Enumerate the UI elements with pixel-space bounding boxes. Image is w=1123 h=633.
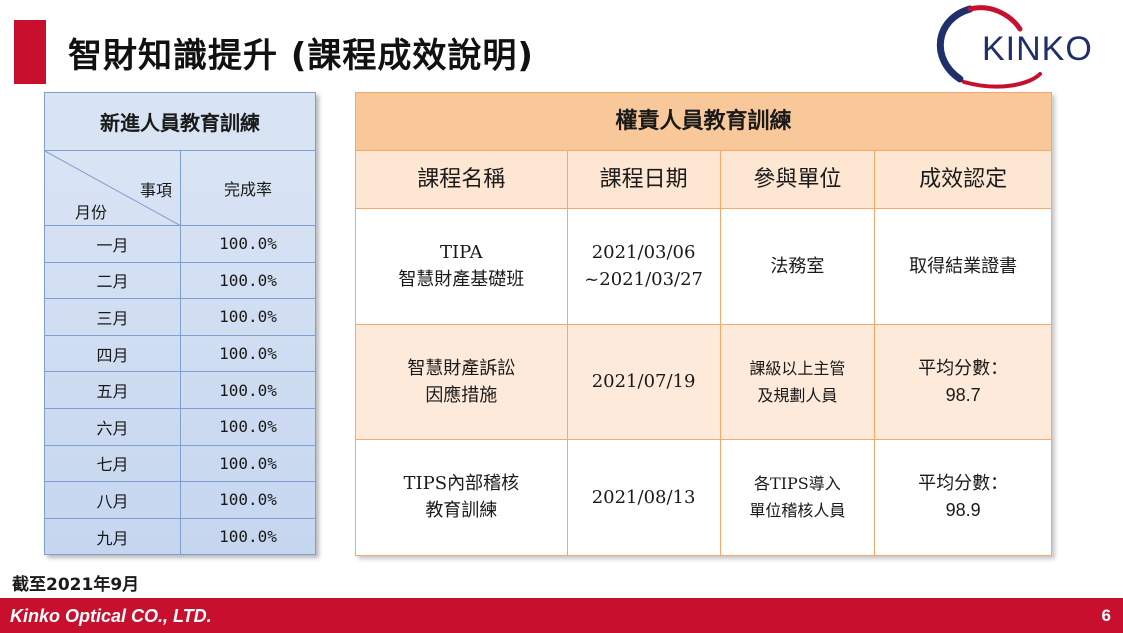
kinko-logo-icon [936,5,1042,89]
rate-cell: 100.0% [180,334,316,373]
course-date-cell: 2021/07/19 [566,323,721,441]
rate-cell: 100.0% [180,298,316,336]
result-cell: 平均分數： 98.7 [874,323,1052,441]
as-of-note: 截至2021年9月 [12,575,140,595]
table-row: 九月 100.0% [44,517,316,556]
rate-cell: 100.0% [180,261,316,300]
unit-line: 法務室 [770,255,825,277]
course-name-line: TIPS內部稽核 [403,473,520,495]
table-row: 四月 100.0% [44,334,316,373]
course-name-line: 教育訓練 [425,500,498,522]
table-row: 七月 100.0% [44,444,316,483]
month-header-label: 月份 [75,203,108,222]
course-date-line: 2021/07/19 [591,371,696,393]
title-accent-bar [14,20,46,84]
result-line: 取得結業證書 [909,255,1018,277]
result-line: 平均分數： [918,473,1009,495]
participating-unit-header: 參與單位 [719,150,876,209]
table-row: 一月 100.0% [44,225,316,263]
unit-line: 各TIPS導入 [754,474,841,494]
month-cell: 六月 [44,407,181,446]
responsible-staff-training-table: 權責人員教育訓練 課程名稱 課程日期 參與單位 成效認定 TIPA 智慧財產基礎… [355,92,1052,556]
footer-company-name: Kinko Optical CO., LTD. [10,606,212,626]
table-row: TIPA 智慧財產基礎班 2021/03/06 ~2021/03/27 法務室 … [355,208,1052,325]
month-cell: 三月 [44,298,181,336]
course-date-line: ~2021/03/27 [584,269,703,291]
slide-title: 智財知識提升 (課程成效說明) [68,36,534,76]
result-header: 成效認定 [874,150,1052,209]
course-date-line: 2021/08/13 [591,486,696,508]
result-line: 平均分數： [918,357,1009,379]
new-staff-training-title: 新進人員教育訓練 [44,92,316,151]
diagonal-header-cell: 事項 月份 [44,150,181,226]
course-name-line: 智慧財產訴訟 [407,357,516,379]
participating-unit-cell: 法務室 [719,208,876,325]
unit-line: 課級以上主管 [749,358,846,378]
course-name-cell: 智慧財產訴訟 因應措施 [355,323,568,441]
course-name-line: 智慧財產基礎班 [398,269,525,291]
month-cell: 九月 [44,517,181,556]
table-row: TIPS內部稽核 教育訓練 2021/08/13 各TIPS導入 單位稽核人員 … [355,439,1052,556]
month-cell: 七月 [44,444,181,483]
table-row: 六月 100.0% [44,407,316,446]
table-row: 五月 100.0% [44,371,316,409]
course-date-line: 2021/03/06 [591,242,696,264]
result-cell: 取得結業證書 [874,208,1052,325]
rate-cell: 100.0% [180,481,316,519]
unit-line: 及規劃人員 [757,385,838,405]
table-row: 三月 100.0% [44,298,316,336]
course-date-cell: 2021/03/06 ~2021/03/27 [566,208,721,325]
result-cell: 平均分數： 98.9 [874,439,1052,556]
rate-cell: 100.0% [180,517,316,556]
course-date-header: 課程日期 [566,150,721,209]
logo-text: KINKO [982,30,1093,68]
responsible-staff-training-title: 權責人員教育訓練 [355,92,1052,151]
score-value: 98.9 [945,500,981,521]
course-date-cell: 2021/08/13 [566,439,721,556]
course-name-header: 課程名稱 [355,150,568,209]
participating-unit-cell: 各TIPS導入 單位稽核人員 [719,439,876,556]
participating-unit-cell: 課級以上主管 及規劃人員 [719,323,876,441]
score-value: 98.7 [945,384,981,405]
rate-cell: 100.0% [180,407,316,446]
table-row: 二月 100.0% [44,261,316,300]
rate-cell: 100.0% [180,444,316,483]
completion-rate-header: 完成率 [180,150,316,226]
course-name-cell: TIPS內部稽核 教育訓練 [355,439,568,556]
month-cell: 一月 [44,225,181,263]
month-cell: 二月 [44,261,181,300]
course-name-line: 因應措施 [425,384,498,406]
month-cell: 五月 [44,371,181,409]
new-staff-training-table: 新進人員教育訓練 事項 月份 完成率 一月 100.0% 二月 100.0% 三… [44,92,316,556]
month-cell: 八月 [44,481,181,519]
rate-cell: 100.0% [180,371,316,409]
month-cell: 四月 [44,334,181,373]
diagonal-line [45,151,181,226]
unit-line: 單位稽核人員 [749,501,846,521]
table-row: 八月 100.0% [44,481,316,519]
item-header-label: 事項 [139,181,172,200]
footer-bar: Kinko Optical CO., LTD. 6 [0,598,1123,633]
page-number: 6 [1101,606,1111,625]
rate-cell: 100.0% [180,225,316,263]
table-row: 智慧財產訴訟 因應措施 2021/07/19 課級以上主管 及規劃人員 平均分數… [355,323,1052,441]
course-name-cell: TIPA 智慧財產基礎班 [355,208,568,325]
course-name-line: TIPA [440,242,483,264]
